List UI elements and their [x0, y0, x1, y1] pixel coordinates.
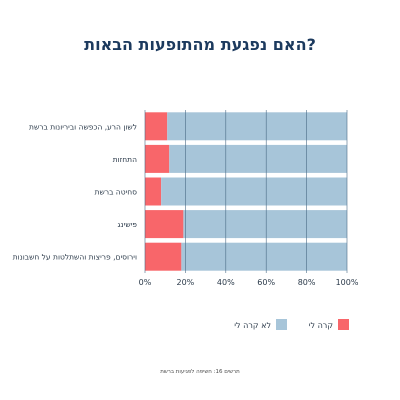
- category-label: וירוסים, פריצות והשתלטות על חשבונות: [13, 253, 137, 262]
- bar-happened-2: [145, 177, 162, 206]
- bar-not-happened-4: [181, 242, 347, 271]
- bar-not-happened-0: [167, 112, 347, 141]
- x-tick-label: 60%: [257, 278, 275, 287]
- legend: קרה לי לא קרה לי: [234, 319, 349, 330]
- footer-note: תרשים 16: חשיפה לפגיעות ברשת: [160, 368, 240, 375]
- category-label: פישינג: [118, 220, 138, 229]
- grid-group: [144, 110, 348, 273]
- legend-label: לא קרה לי: [234, 321, 271, 330]
- x-tick-label: 100%: [336, 278, 359, 287]
- chart-title: האם נפגעת מהתופעות הבאות?: [84, 35, 316, 54]
- bars-group: [145, 112, 347, 271]
- bar-happened-4: [145, 242, 182, 271]
- category-label: סחיטה ברשת: [95, 188, 138, 197]
- legend-swatch: [276, 319, 287, 330]
- bar-happened-3: [145, 210, 184, 239]
- x-tick-labels: 0% 20% 40% 60% 80% 100%: [139, 278, 359, 287]
- legend-label: קרה לי: [309, 321, 334, 330]
- bar-not-happened-2: [161, 177, 347, 206]
- x-tick-label: 0%: [139, 278, 152, 287]
- legend-swatch: [338, 319, 349, 330]
- category-label: לשון הרע, הכפשה וביריונות ברשת: [29, 122, 137, 131]
- x-tick-label: 80%: [298, 278, 316, 287]
- bar-happened-1: [145, 144, 170, 173]
- category-label: התחזות: [113, 155, 137, 164]
- bar-not-happened-1: [169, 144, 347, 173]
- x-tick-label: 40%: [217, 278, 235, 287]
- category-labels: לשון הרע, הכפשה וביריונות ברשת התחזות סחיט…: [13, 122, 138, 261]
- bar-not-happened-3: [183, 210, 347, 239]
- x-tick-label: 20%: [177, 278, 195, 287]
- bar-happened-0: [145, 112, 168, 141]
